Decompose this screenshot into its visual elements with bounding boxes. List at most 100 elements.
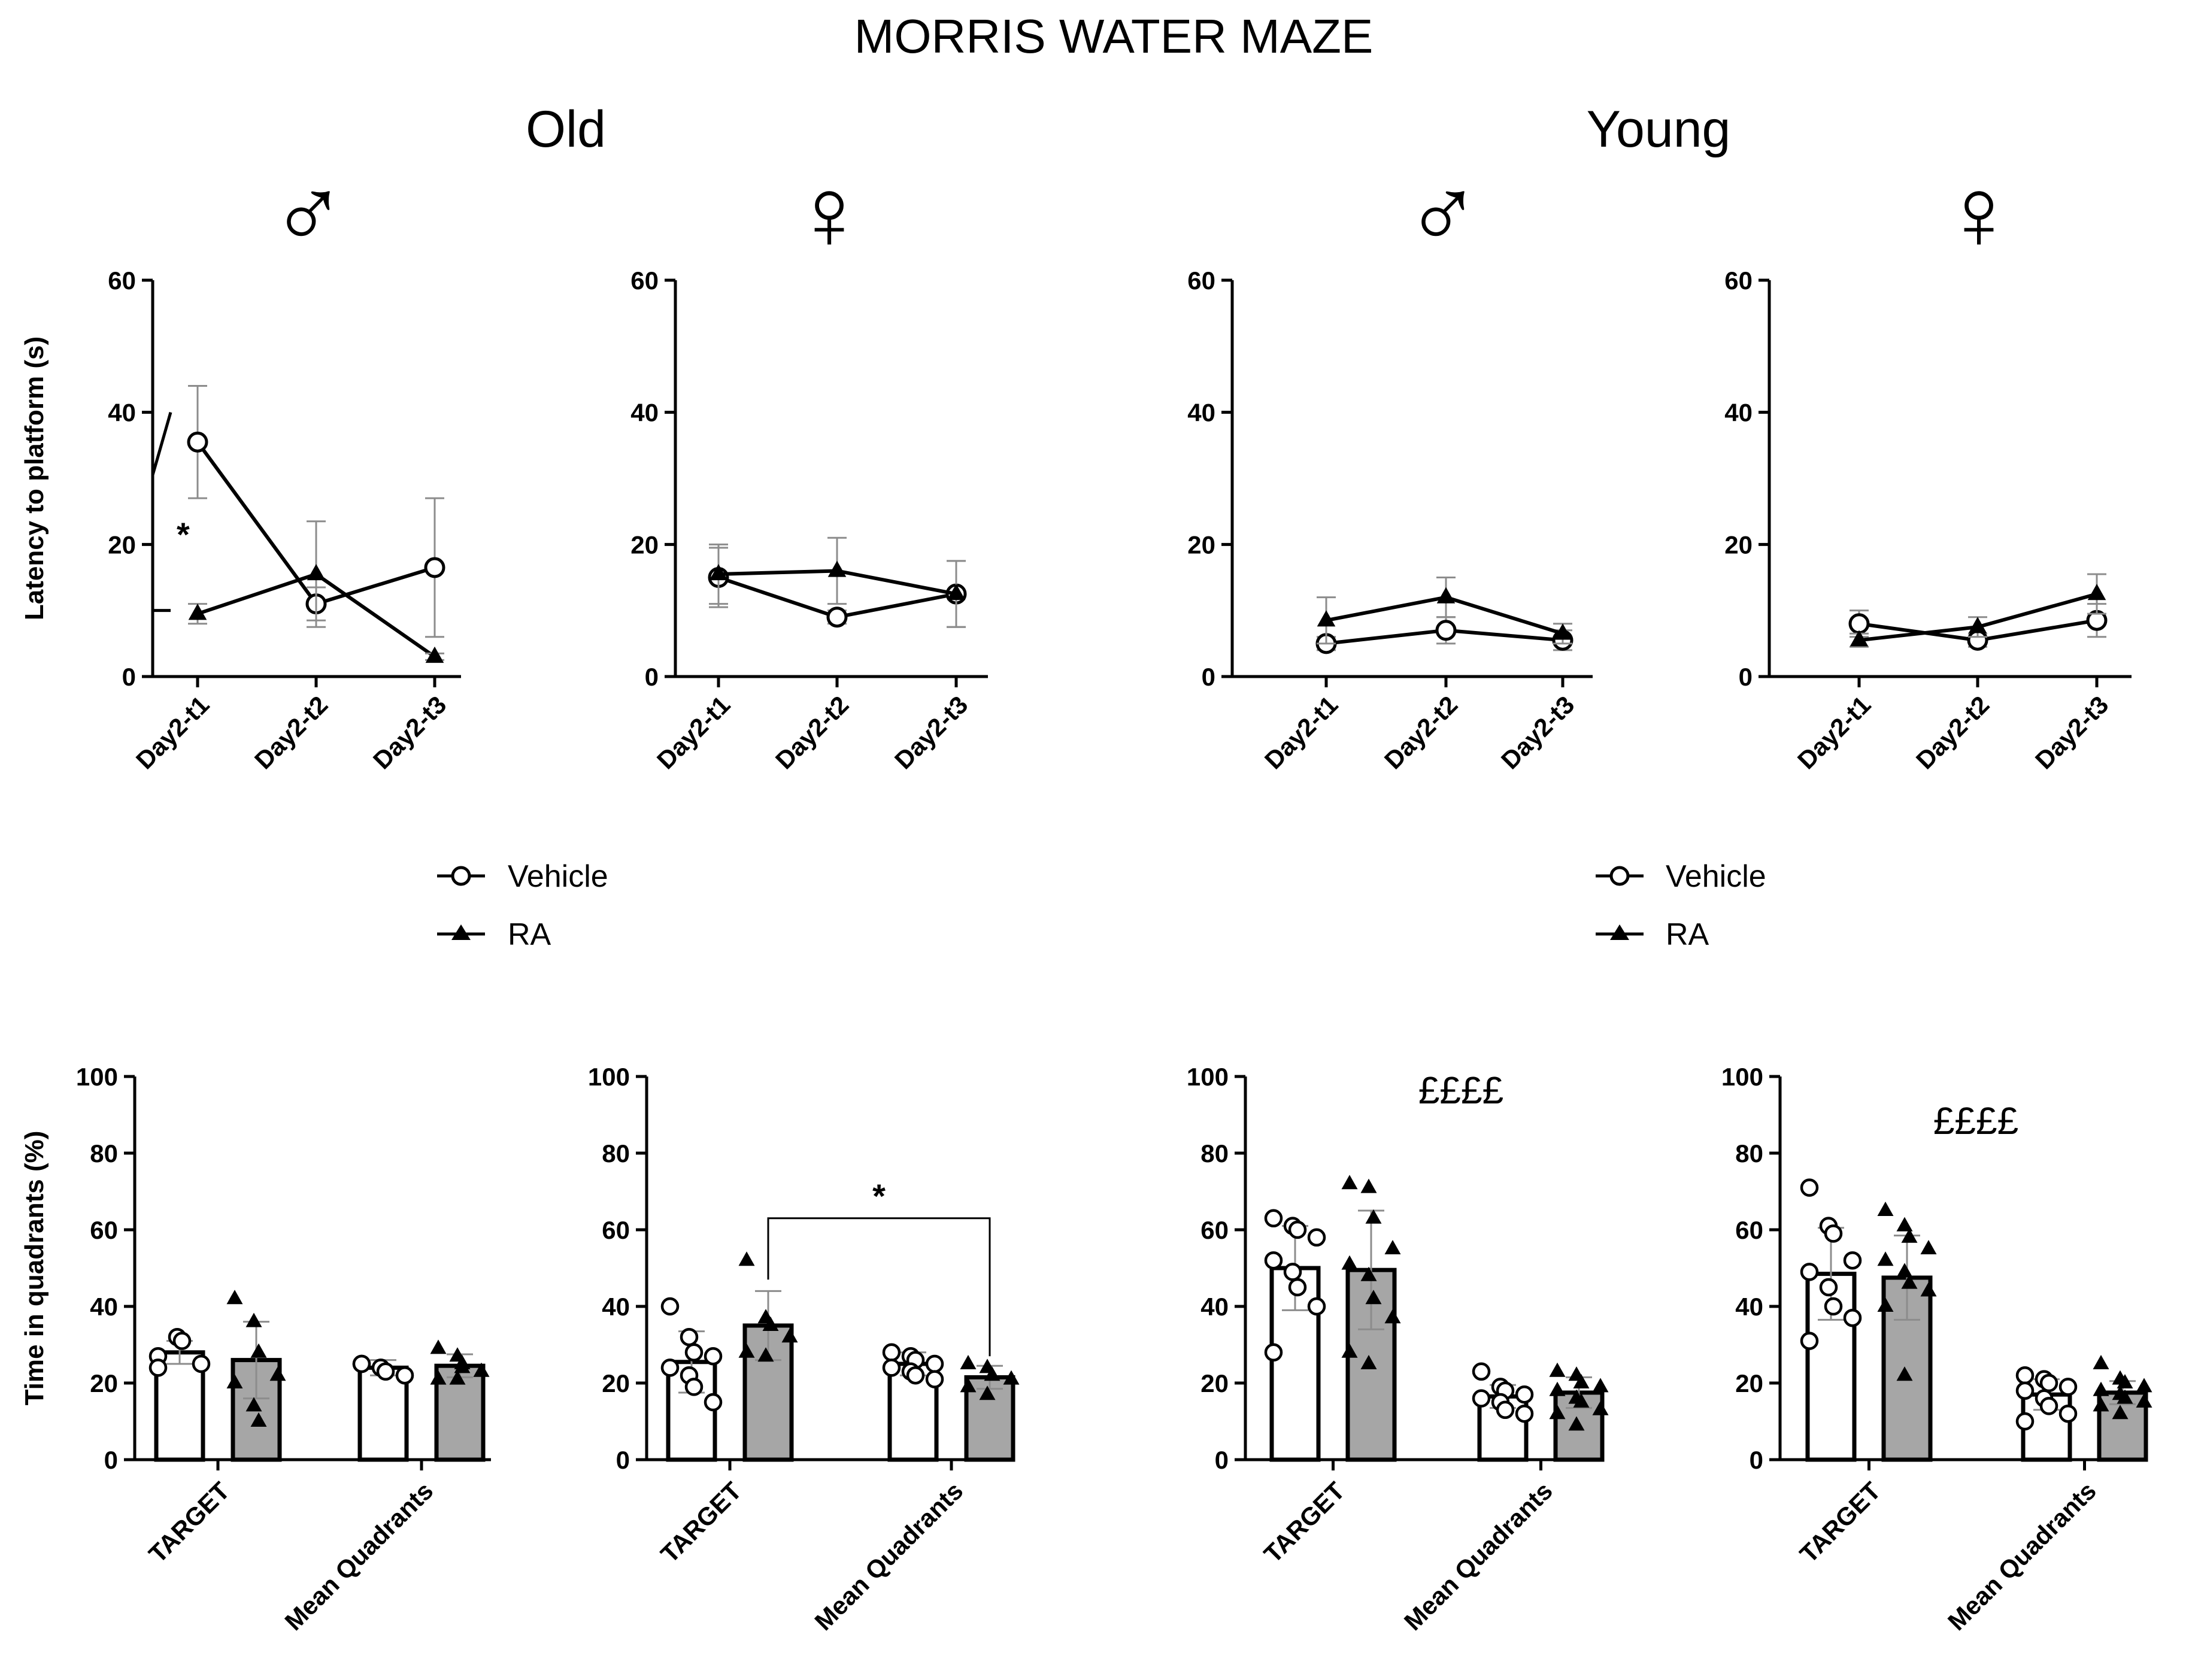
ra-dot [738,1251,755,1266]
x-tick-label: Mean Quadrants [1942,1476,2102,1636]
ra-dot [245,1397,262,1412]
vehicle-dot [660,1297,680,1316]
ra-dot [979,1385,996,1400]
y-tick-label: 60 [1187,266,1215,295]
vehicle-dot [1800,1178,1819,1197]
y-tick-label: 20 [90,1369,118,1397]
series-vehicle [148,1327,414,1462]
y-tick-label: 60 [1200,1216,1229,1244]
series-ra [709,536,966,628]
ra-dot [449,1370,466,1385]
significance-bracket [151,411,172,612]
ra-dot [1549,1381,1566,1396]
series-vehicle [1264,1209,1534,1462]
y-tick-label: 60 [1735,1216,1763,1244]
x-tick-label: Day2-t1 [131,690,215,775]
y-tick-label: 100 [1187,1063,1229,1091]
vehicle-dot [1472,1389,1491,1408]
ra-dot [1341,1255,1358,1270]
y-tick-label: 40 [1200,1293,1229,1321]
y-tick-label: 20 [1735,1369,1763,1397]
ra-dot [1384,1309,1401,1324]
y-tick-label: 0 [1739,663,1753,691]
y-tick-label: 100 [76,1063,118,1091]
vehicle-dot [2039,1397,2058,1415]
vehicle-dot [1288,1220,1307,1239]
vehicle-point [826,607,848,628]
y-tick-label: 20 [630,530,659,559]
vehicle-point [424,557,445,578]
ra-dot [473,1362,490,1377]
x-tick-label: Day2-t3 [1496,690,1580,775]
y-tick-label: 20 [1187,530,1215,559]
y-tick-label: 40 [602,1293,630,1321]
vehicle-dot [376,1362,395,1381]
vehicle-dot [660,1358,680,1377]
x-tick-label: Mean Quadrants [809,1476,968,1636]
vehicle-dot [2015,1381,2035,1400]
x-tick-label: Day2-t2 [1379,690,1463,775]
ra-dot [2093,1355,2109,1369]
ra-dot [1896,1217,1913,1232]
vehicle-point [1435,620,1457,641]
series-ra [738,1251,1020,1462]
ra-dot [781,1328,798,1343]
ra-dot [1341,1175,1358,1190]
x-tick-label: Day2-t1 [1792,690,1876,775]
vehicle-dot [1800,1263,1819,1281]
female-symbol-icon: ♀ [791,157,868,271]
legend-vehicle-marker [451,866,471,886]
y-tick-label: 100 [588,1063,630,1091]
ra-dot [2093,1397,2109,1412]
vehicle-dot [1264,1209,1283,1228]
y-tick-label: 20 [602,1369,630,1397]
vehicle-dot [925,1370,944,1388]
ra-point [709,563,728,581]
legend-old: Vehicle RA [437,859,608,952]
vehicle-dot [1515,1404,1534,1423]
y-axis-label: Time in quadrants (%) [20,1131,49,1406]
ra-dot [1549,1362,1566,1377]
male-symbol-icon: ♂ [1405,157,1481,271]
vehicle-dot [352,1354,371,1373]
x-tick-label: Day2-t1 [651,690,736,775]
significance-star: * [177,515,190,553]
significance-pound: ££££ [1418,1069,1503,1112]
ra-dot [1877,1297,1894,1312]
ra-dot [226,1374,243,1388]
y-tick-label: 80 [90,1139,118,1167]
y-tick-label: 80 [602,1139,630,1167]
series-ra [226,1290,490,1462]
x-tick-label: TARGET [1794,1476,1886,1568]
y-tick-label: 60 [1724,266,1753,295]
legend-ra-label: RA [1666,917,1709,952]
ra-point [827,560,847,577]
ra-dot [1341,1343,1358,1358]
vehicle-dot [925,1354,944,1373]
ra-dot [2136,1393,2152,1408]
ra-dot [1573,1393,1590,1408]
vehicle-dot [1472,1362,1491,1381]
ra-dot [960,1355,977,1369]
ra-dot [1360,1266,1377,1281]
vehicle-dot [2058,1404,2078,1423]
y-tick-label: 0 [104,1446,118,1474]
ra-dot [1920,1282,1937,1297]
ra-dot [1573,1374,1590,1388]
series-vehicle [1315,616,1573,654]
y-tick-label: 0 [122,663,136,691]
group-title-young: Young [1587,101,1731,158]
y-tick-label: 20 [1200,1369,1229,1397]
ra-dot [1896,1366,1913,1381]
y-tick-label: 60 [602,1216,630,1244]
y-tick-label: 100 [1721,1063,1763,1091]
x-tick-label: TARGET [143,1476,235,1568]
significance-bracket [767,1217,991,1357]
ra-dot [1360,1355,1377,1369]
ra-dot [1592,1378,1609,1393]
ra-dot [1592,1400,1609,1415]
y-tick-label: 80 [1735,1139,1763,1167]
vehicle-dot [684,1378,704,1396]
ra-dot [245,1312,262,1327]
